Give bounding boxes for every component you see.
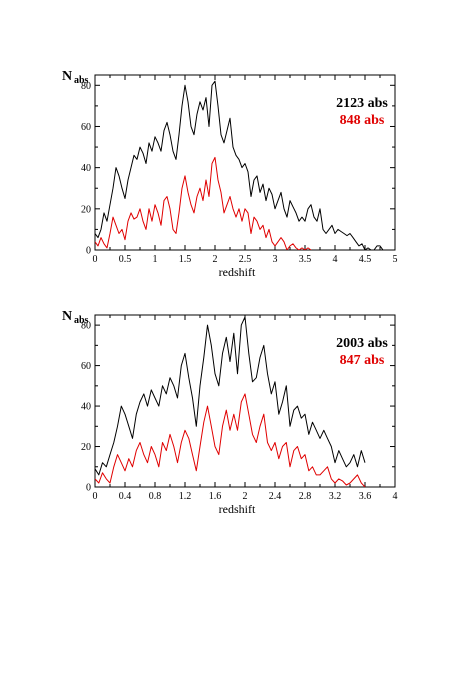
- x-axis-label: redshift: [219, 265, 256, 279]
- x-axis-label: redshift: [219, 502, 256, 516]
- y-tick-label: 60: [81, 122, 91, 133]
- y-tick-label: 80: [81, 81, 91, 92]
- x-tick-label: 1.2: [179, 491, 192, 502]
- y-tick-label: 0: [86, 246, 91, 257]
- x-tick-label: 2.5: [239, 254, 252, 265]
- x-tick-label: 1.6: [209, 491, 222, 502]
- y-tick-label: 0: [86, 483, 91, 494]
- y-tick-label: 20: [81, 204, 91, 215]
- x-tick-label: 1: [153, 254, 158, 265]
- x-tick-label: 3.5: [299, 254, 312, 265]
- x-tick-label: 2: [243, 491, 248, 502]
- series-line-total: [95, 80, 384, 250]
- x-tick-label: 3.2: [329, 491, 342, 502]
- y-axis-label-subscript: abs: [74, 315, 89, 326]
- legend-entry-subset: 847 abs: [340, 353, 385, 368]
- chart-panel-1: 0 0.5 1 1.5 2 2.5 3 3.5 4 4.5 5 0 20 40 60 80 N abs redshi…: [62, 69, 398, 279]
- series-line-subset: [95, 156, 312, 250]
- x-tick-label: 4: [333, 254, 338, 265]
- y-axis-label: N: [62, 309, 72, 324]
- x-tick-label: 0.8: [149, 491, 162, 502]
- y-axis-label: N: [62, 69, 72, 84]
- legend-entry-subset: 848 abs: [340, 113, 385, 128]
- y-tick-label: 80: [81, 321, 91, 332]
- x-tick-label: 4.5: [359, 254, 372, 265]
- x-tick-label: 0: [93, 491, 98, 502]
- x-tick-label: 5: [393, 254, 398, 265]
- series-line-subset: [95, 393, 366, 487]
- x-tick-label: 2.8: [299, 491, 312, 502]
- x-tick-label: 2: [213, 254, 218, 265]
- legend-entry-total: 2123 abs: [336, 96, 388, 111]
- y-tick-label: 40: [81, 163, 91, 174]
- legend-entry-total: 2003 abs: [336, 336, 388, 351]
- x-tick-label: 3.6: [359, 491, 372, 502]
- x-tick-label: 0: [93, 254, 98, 265]
- x-tick-label: 0.4: [119, 491, 132, 502]
- x-tick-label: 0.5: [119, 254, 132, 265]
- x-tick-label: 4: [393, 491, 398, 502]
- y-tick-label: 60: [81, 361, 91, 372]
- series-line-total: [95, 316, 366, 476]
- y-tick-label: 40: [81, 402, 91, 413]
- x-tick-label: 1.5: [179, 254, 192, 265]
- x-tick-label: 2.4: [269, 491, 282, 502]
- y-tick-label: 20: [81, 442, 91, 453]
- x-tick-label: 3: [273, 254, 278, 265]
- y-axis-label-subscript: abs: [74, 75, 89, 86]
